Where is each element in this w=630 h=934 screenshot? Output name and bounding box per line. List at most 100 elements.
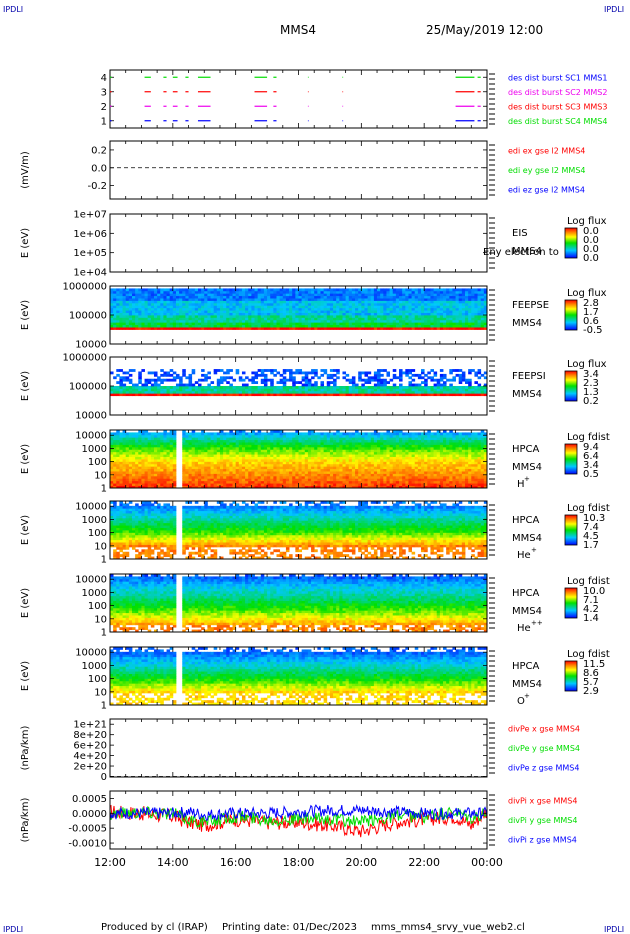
- panel-feepse-cell: [380, 293, 384, 297]
- panel-feepse-cell: [351, 319, 356, 323]
- panel-hpca_h-cell: [213, 432, 218, 436]
- panel-feepse-cell: [417, 300, 422, 304]
- panel-feepsi-cell: [248, 378, 252, 382]
- panel-edi-legend-label: edi ez gse l2 MMS4: [508, 185, 585, 194]
- panel-hpca_h-cell: [185, 478, 189, 482]
- panel-feepse-cell: [455, 315, 460, 318]
- panel-hpca_h-cell: [160, 463, 164, 467]
- panel-feepsi-cell: [232, 393, 237, 397]
- panel-hpca_h-cell: [160, 485, 164, 489]
- panel-feepse-cell: [141, 307, 145, 311]
- panel-feepse-cell: [113, 319, 117, 323]
- panel-feepsi-cell: [417, 386, 422, 389]
- panel-hpca_h-cell: [223, 446, 227, 450]
- panel-feepsi-cell: [122, 383, 127, 387]
- panel-feepse-cell: [223, 288, 227, 292]
- panel-hpca_h-cell: [201, 454, 205, 457]
- panel-feepse-cell: [477, 310, 482, 313]
- panel-feepsi-cell: [433, 371, 438, 375]
- panel-feepsi-cell: [358, 371, 362, 375]
- panel-feepsi-cell: [179, 388, 183, 392]
- panel-feepsi-cell: [175, 386, 180, 389]
- panel-feepsi-cell: [455, 386, 460, 389]
- panel-hpca_h-cell: [260, 459, 265, 462]
- panel-hpca_h-cell: [285, 434, 290, 438]
- panel-feepsi-cell: [141, 388, 145, 392]
- panel-hpca_h-cell: [207, 444, 211, 448]
- panel-hpca_h-cell: [169, 456, 174, 460]
- panel-hpca_h-cell: [210, 471, 215, 474]
- panel-hpca_h-cell: [263, 449, 268, 453]
- panel-hpca_h-cell: [201, 442, 205, 445]
- panel-hpca_h-cell: [232, 480, 237, 484]
- panel-feepse-cell: [241, 312, 246, 316]
- panel-hpca_h-cell: [292, 478, 296, 482]
- panel-hpca_h-cell: [147, 434, 152, 438]
- panel-hpca_h-cell: [138, 444, 142, 448]
- panel-feepsi-cell: [285, 378, 290, 382]
- panel-hpca_h-cell: [317, 456, 321, 460]
- panel-feepse-cell: [248, 327, 252, 330]
- panel-feepse-cell: [455, 322, 460, 326]
- panel-feepse-cell: [380, 290, 384, 294]
- panel-feepse-cell: [289, 293, 293, 297]
- panel-feepse-cell: [355, 293, 359, 297]
- panel-feepse-cell: [229, 288, 233, 292]
- panel-feepse-cell: [169, 324, 174, 328]
- panel-feepse-cell: [323, 322, 328, 326]
- panel-hpca_h-cell: [241, 461, 246, 465]
- panel-feepse-cell: [320, 293, 325, 297]
- panel-feepse-cell: [207, 317, 211, 321]
- panel-feepse-cell: [405, 302, 409, 306]
- panel-hpca_h-cell: [191, 480, 196, 484]
- panel-feepse-cell: [166, 300, 171, 304]
- panel-hpca_h-cell: [204, 480, 208, 484]
- panel-edi-ytick-label: 0.0: [91, 163, 107, 174]
- panel-hpca_h-cell: [311, 434, 315, 438]
- panel-hpca_h-cell: [185, 454, 189, 457]
- panel-feepsi-cell: [122, 371, 127, 375]
- panel-feepse-cell: [443, 317, 447, 321]
- panel-feepse-cell: [166, 295, 171, 299]
- panel-feepse-cell: [248, 302, 252, 306]
- panel-hpca_h-cell: [304, 468, 309, 472]
- panel-feepse-cell: [345, 302, 350, 306]
- panel-feepse-cell: [411, 302, 416, 306]
- panel-feepsi-cell: [144, 390, 149, 394]
- panel-feepsi-cell: [248, 386, 252, 389]
- panel-feepse-cell: [339, 324, 343, 328]
- panel-feepsi-cell: [370, 376, 375, 380]
- panel-feepse-cell: [361, 307, 365, 311]
- panel-feepsi-cell: [207, 376, 211, 380]
- panel-feepse-cell: [314, 312, 318, 316]
- panel-feepsi-cell: [245, 390, 249, 394]
- panel-feepse-cell: [197, 327, 202, 330]
- panel-feepse-cell: [210, 327, 215, 330]
- panel-feepse-cell: [197, 312, 202, 316]
- panel-feepsi-cell: [477, 390, 482, 394]
- panel-feepse-cell: [282, 322, 287, 326]
- panel-feepsi-cell: [172, 371, 177, 375]
- panel-feepse-cell: [424, 310, 428, 313]
- panel-hpca_h-cell: [292, 461, 296, 465]
- panel-hpca_h-cell: [219, 430, 224, 433]
- panel-feepse-cell: [282, 319, 287, 323]
- panel-feepse-cell: [320, 302, 325, 306]
- panel-feepse-cell: [235, 293, 240, 297]
- panel-hpca_h-cell: [163, 442, 167, 445]
- panel-hpca_h-cell: [131, 449, 136, 453]
- panel-hpca_h-cell: [110, 483, 114, 486]
- panel-hpca_h-cell: [113, 459, 117, 462]
- panel-feepse-cell: [408, 322, 412, 326]
- panel-feepse-cell: [380, 305, 384, 309]
- panel-hpca_h-cell: [191, 475, 196, 479]
- panel-hpca_h-cell: [257, 461, 262, 465]
- panel-hpca_h-cell: [232, 466, 237, 470]
- panel-feepse-cell: [370, 315, 375, 318]
- panel-feepse-cell: [260, 298, 265, 301]
- panel-hpca_h-cell: [172, 446, 177, 450]
- panel-hpca_h-cell: [229, 485, 233, 489]
- panel-feepse-cell: [465, 302, 469, 306]
- panel-hpca_h-cell: [276, 463, 281, 467]
- panel-feepsi-cell: [279, 378, 284, 382]
